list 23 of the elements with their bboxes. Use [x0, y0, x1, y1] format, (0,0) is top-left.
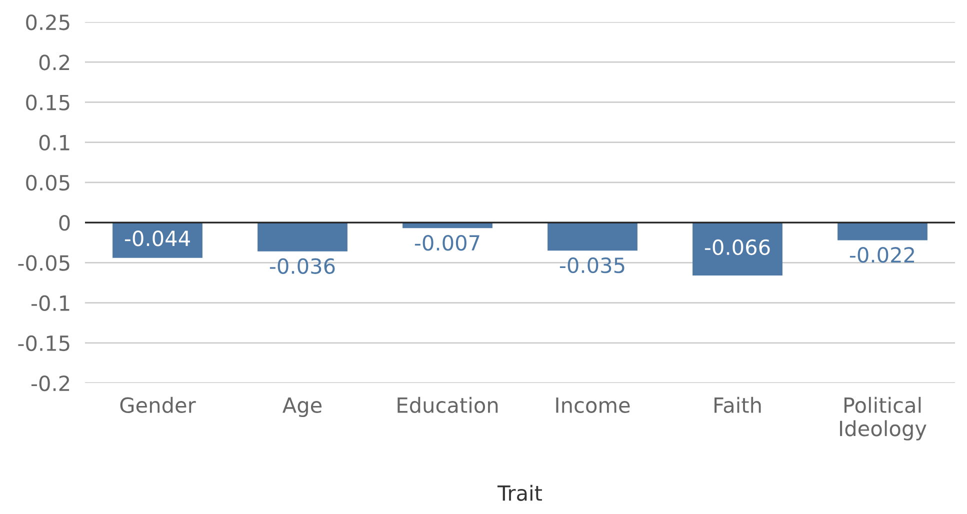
- x-tick-label: Faith: [714, 396, 761, 414]
- x-tick-label: Education: [398, 396, 498, 414]
- x-tick-label: Age: [282, 398, 322, 418]
- data-label: -0.044: [124, 230, 190, 246]
- x-tick-label: Political Ideology: [840, 396, 926, 440]
- y-tick-label: 0.2: [39, 54, 70, 70]
- data-label: -0.022: [850, 246, 914, 263]
- x-tick-label: Gender: [120, 396, 196, 414]
- y-tick-label: -0.05: [18, 255, 70, 271]
- y-tick-label: 0.15: [26, 94, 70, 110]
- y-tick-label: 0.25: [26, 14, 70, 30]
- y-tick-label: -0.2: [31, 375, 70, 392]
- y-tick-label: -0.15: [18, 335, 70, 352]
- data-label: -0.035: [560, 257, 624, 274]
- y-tick-label: -0.1: [31, 295, 70, 311]
- data-label: -0.036: [270, 258, 335, 274]
- data-label: -0.007: [414, 234, 480, 251]
- x-axis-title: Trait: [497, 484, 542, 501]
- data-label: -0.066: [704, 239, 770, 256]
- x-tick-label: Income: [556, 398, 630, 414]
- y-tick-label: 0.1: [39, 134, 70, 151]
- y-tick-label: 0.05: [26, 174, 70, 191]
- y-tick-label: 0: [59, 215, 70, 231]
